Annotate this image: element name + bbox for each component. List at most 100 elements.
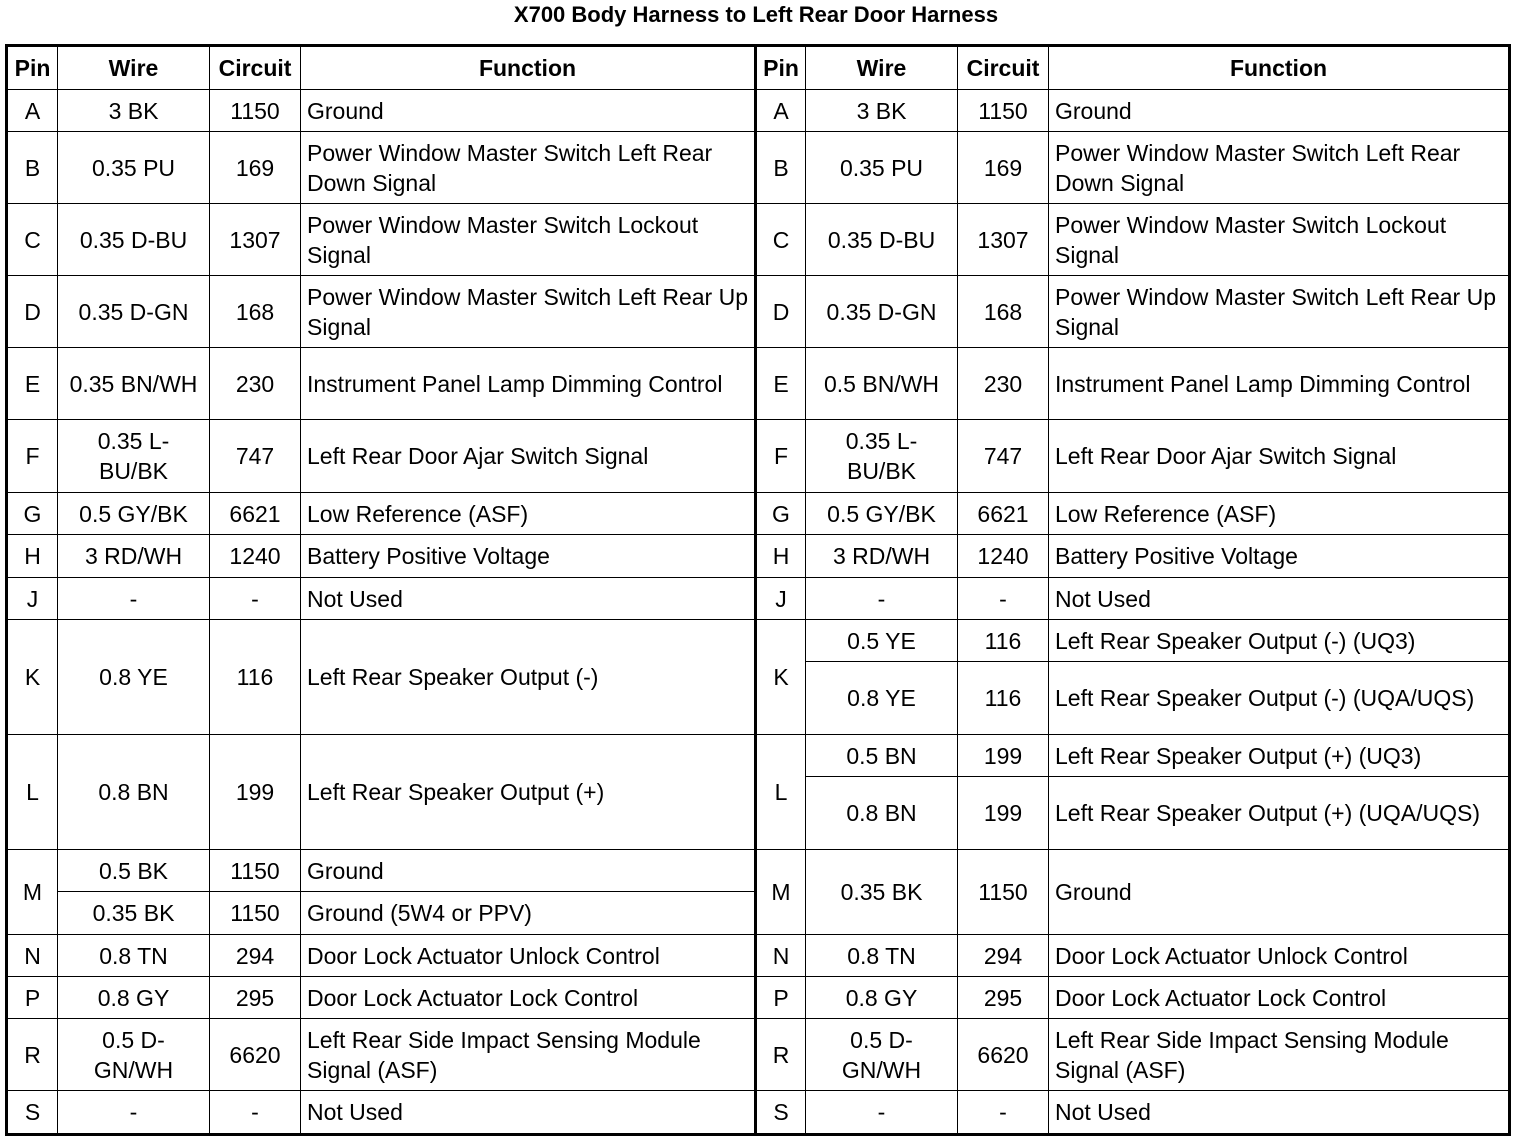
column-header-wire: Wire bbox=[57, 45, 210, 90]
table-row: G 0.5 GY/BK 6621 Low Reference (ASF) G 0.5 GY… bbox=[6, 492, 1510, 535]
wire-cell: 0.8 GY bbox=[57, 976, 210, 1019]
circuit-cell: 116 bbox=[957, 661, 1049, 735]
pin-cell: K bbox=[754, 619, 806, 735]
wire-cell: 3 RD/WH bbox=[57, 534, 210, 578]
function-cell: Battery Positive Voltage bbox=[1048, 534, 1510, 578]
wire-cell: 0.35 PU bbox=[57, 131, 210, 204]
circuit-cell: 1150 bbox=[209, 849, 301, 892]
pin-cell: D bbox=[754, 275, 806, 348]
function-cell: Battery Positive Voltage bbox=[300, 534, 756, 578]
table-row: K 0.8 YE 116 Left Rear Speaker Output (-) K 0… bbox=[6, 619, 1510, 735]
function-cell: Not Used bbox=[1048, 577, 1510, 620]
circuit-cell: 230 bbox=[209, 347, 301, 420]
function-cell: Left Rear Speaker Output (+) (UQA/UQS) bbox=[1048, 776, 1510, 850]
pin-cell: M bbox=[6, 849, 58, 935]
circuit-cell: 1307 bbox=[957, 203, 1049, 276]
pin-cell: H bbox=[6, 534, 58, 578]
pin-cell: K bbox=[6, 619, 58, 735]
function-cell: Door Lock Actuator Unlock Control bbox=[1048, 934, 1510, 977]
circuit-cell: 1150 bbox=[957, 89, 1049, 132]
function-cell: Left Rear Speaker Output (+) (UQ3) bbox=[1048, 734, 1510, 777]
function-cell: Left Rear Side Impact Sensing Module Sig… bbox=[300, 1018, 756, 1091]
pin-cell: N bbox=[6, 934, 58, 977]
wire-cell: 0.35 PU bbox=[805, 131, 958, 204]
circuit-cell: 294 bbox=[957, 934, 1049, 977]
circuit-cell: 199 bbox=[209, 734, 301, 850]
circuit-cell: 169 bbox=[957, 131, 1049, 204]
pin-cell: G bbox=[754, 492, 806, 535]
wire-cell: 0.5 YE bbox=[805, 619, 958, 662]
function-cell: Left Rear Speaker Output (-) (UQA/UQS) bbox=[1048, 661, 1510, 735]
circuit-cell: 294 bbox=[209, 934, 301, 977]
pin-cell: P bbox=[6, 976, 58, 1019]
wire-cell: 0.5 BK bbox=[57, 849, 210, 892]
table-row: S - - Not Used S - - Not Used bbox=[6, 1090, 1510, 1135]
pin-cell: C bbox=[754, 203, 806, 276]
table-row: P 0.8 GY 295 Door Lock Actuator Lock Contro… bbox=[6, 976, 1510, 1019]
function-cell: Low Reference (ASF) bbox=[300, 492, 756, 535]
pin-cell: J bbox=[6, 577, 58, 620]
function-cell: Ground bbox=[1048, 89, 1510, 132]
pin-cell: J bbox=[754, 577, 806, 620]
table-row: J - - Not Used J - - Not Used bbox=[6, 577, 1510, 620]
pin-cell: F bbox=[754, 419, 806, 493]
function-cell: Power Window Master Switch Left Rear Dow… bbox=[300, 131, 756, 204]
wire-cell: - bbox=[805, 1090, 958, 1135]
function-cell: Power Window Master Switch Lockout Signa… bbox=[1048, 203, 1510, 276]
circuit-cell: 6621 bbox=[957, 492, 1049, 535]
wire-cell: 0.8 GY bbox=[805, 976, 958, 1019]
function-cell: Ground bbox=[300, 849, 756, 892]
function-cell: Left Rear Speaker Output (-) (UQ3) bbox=[1048, 619, 1510, 662]
function-cell: Power Window Master Switch Left Rear Up … bbox=[1048, 275, 1510, 348]
pin-cell: L bbox=[6, 734, 58, 850]
pin-cell: N bbox=[754, 934, 806, 977]
function-cell: Left Rear Speaker Output (+) bbox=[300, 734, 756, 850]
function-cell: Power Window Master Switch Lockout Signa… bbox=[300, 203, 756, 276]
pin-cell: S bbox=[6, 1090, 58, 1135]
circuit-cell: 1307 bbox=[209, 203, 301, 276]
table-row: C 0.35 D-BU 1307 Power Window Master Switch… bbox=[6, 203, 1510, 276]
circuit-cell: 1150 bbox=[957, 849, 1049, 935]
pin-cell: S bbox=[754, 1090, 806, 1135]
circuit-cell: 295 bbox=[957, 976, 1049, 1019]
pin-cell: R bbox=[754, 1018, 806, 1091]
wire-cell: 0.8 TN bbox=[57, 934, 210, 977]
circuit-cell: - bbox=[209, 577, 301, 620]
pin-cell: L bbox=[754, 734, 806, 850]
function-cell: Not Used bbox=[300, 1090, 756, 1135]
wire-cell: 3 RD/WH bbox=[805, 534, 958, 578]
table-row: E 0.35 BN/WH 230 Instrument Panel Lamp Dimm… bbox=[6, 347, 1510, 420]
circuit-cell: 6620 bbox=[209, 1018, 301, 1091]
wire-cell: 0.5 BN bbox=[805, 734, 958, 777]
circuit-cell: 747 bbox=[957, 419, 1049, 493]
function-cell: Not Used bbox=[300, 577, 756, 620]
wire-cell: 0.35 D-GN bbox=[805, 275, 958, 348]
function-cell: Instrument Panel Lamp Dimming Control bbox=[1048, 347, 1510, 420]
pin-cell: C bbox=[6, 203, 58, 276]
circuit-cell: 1150 bbox=[209, 89, 301, 132]
wire-cell: 0.5 GY/BK bbox=[805, 492, 958, 535]
circuit-cell: 230 bbox=[957, 347, 1049, 420]
wire-cell: - bbox=[805, 577, 958, 620]
function-cell: Left Rear Door Ajar Switch Signal bbox=[1048, 419, 1510, 493]
circuit-cell: - bbox=[957, 577, 1049, 620]
header-row: Pin Wire Circuit Function Pin Wire Circuit Func… bbox=[6, 45, 1510, 90]
wire-cell: - bbox=[57, 577, 210, 620]
circuit-cell: 116 bbox=[957, 619, 1049, 662]
pin-cell: D bbox=[6, 275, 58, 348]
circuit-cell: 1240 bbox=[957, 534, 1049, 578]
pin-cell: A bbox=[6, 89, 58, 132]
wire-cell: - bbox=[57, 1090, 210, 1135]
circuit-cell: 168 bbox=[957, 275, 1049, 348]
connector-pinout-table: Pin Wire Circuit Function Pin Wire Circuit Func… bbox=[5, 44, 1511, 1136]
circuit-cell: 199 bbox=[957, 776, 1049, 850]
pin-cell: H bbox=[754, 534, 806, 578]
table-row: N 0.8 TN 294 Door Lock Actuator Unlock Cont… bbox=[6, 934, 1510, 977]
column-header-circuit: Circuit bbox=[957, 45, 1049, 90]
table-row: 0.8 YE 116 Left Rear Speaker Output (-) (U… bbox=[7, 661, 1510, 735]
pin-cell: B bbox=[6, 131, 58, 204]
wire-cell: 0.35 BK bbox=[57, 891, 210, 935]
wire-cell: 0.35 BK bbox=[805, 849, 958, 935]
